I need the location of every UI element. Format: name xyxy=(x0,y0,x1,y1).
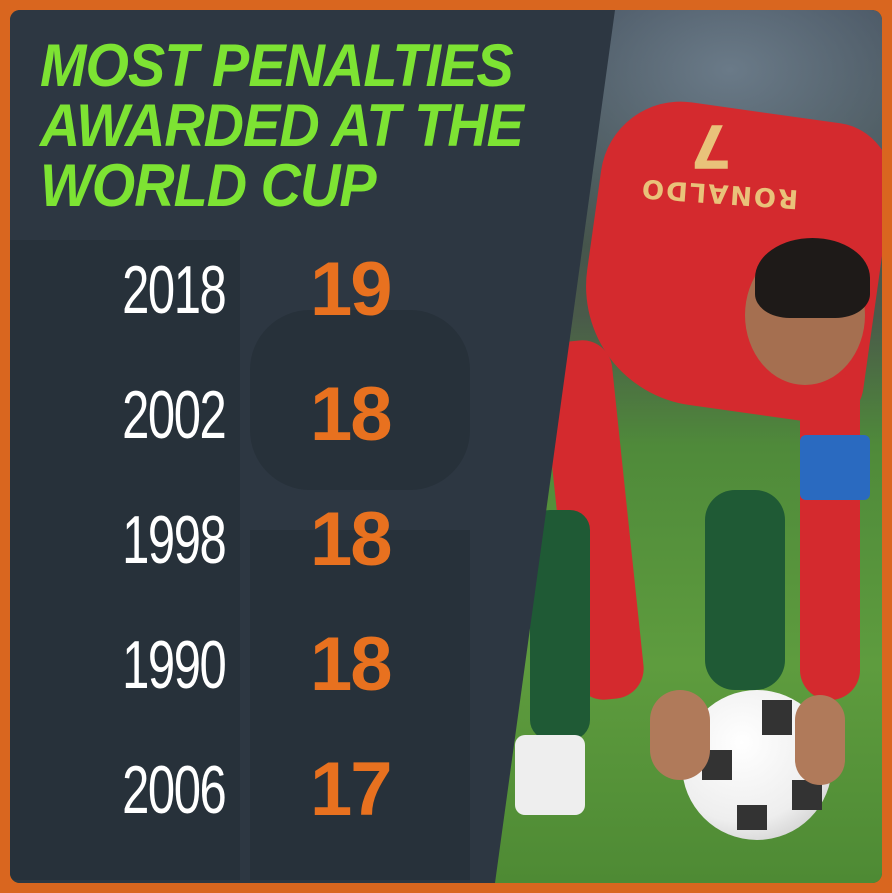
year-label: 1990 xyxy=(121,627,227,703)
penalty-count: 19 xyxy=(310,247,393,332)
year-label: 1998 xyxy=(121,502,227,578)
title-line: MOST PENALTIES xyxy=(40,32,514,99)
table-row: 1990 18 xyxy=(10,625,430,705)
year-label: 2006 xyxy=(121,752,227,828)
penalty-count: 17 xyxy=(310,747,393,832)
penalty-count: 18 xyxy=(310,372,393,457)
year-label: 2002 xyxy=(121,377,227,453)
table-row: 2002 18 xyxy=(10,375,430,455)
jersey-number: 7 xyxy=(690,110,732,180)
penalty-count: 18 xyxy=(310,497,393,582)
infographic-frame: RONALDO 7 MOST PENALTIES AWARDED AT THE … xyxy=(10,10,882,883)
title-line: WORLD CUP xyxy=(40,152,377,219)
penalty-count: 18 xyxy=(310,622,393,707)
year-label: 2018 xyxy=(121,252,227,328)
stats-panel: MOST PENALTIES AWARDED AT THE WORLD CUP … xyxy=(10,10,615,883)
table-row: 1998 18 xyxy=(10,500,430,580)
chart-title: MOST PENALTIES AWARDED AT THE WORLD CUP xyxy=(40,32,524,219)
table-row: 2018 19 xyxy=(10,250,430,330)
title-line: AWARDED AT THE xyxy=(40,92,524,159)
table-row: 2006 17 xyxy=(10,750,430,830)
